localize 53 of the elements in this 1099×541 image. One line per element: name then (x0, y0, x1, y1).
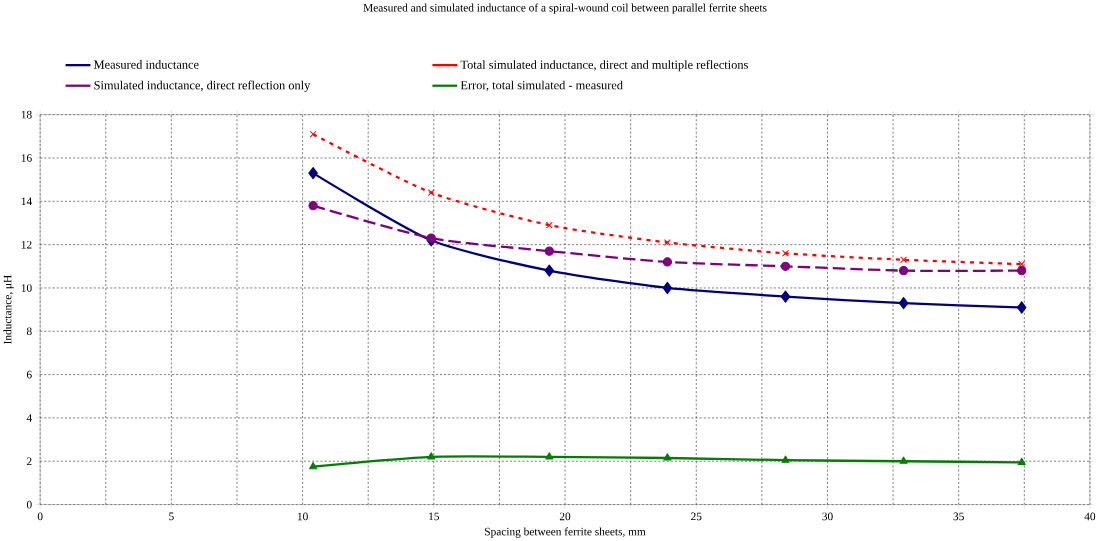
point (662, 281, 673, 295)
y-tick-label: 8 (26, 327, 32, 336)
point (1017, 265, 1027, 276)
x-axis-title: Spacing between ferrite sheets, mm (485, 527, 646, 538)
point (544, 264, 555, 277)
y-tick-label: 16 (21, 154, 32, 162)
legend-label: Total simulated inductance, direct and multiple reflections (460, 59, 748, 72)
point (308, 200, 318, 211)
point (898, 265, 909, 276)
y-tick-label: 6 (26, 370, 32, 379)
x-tick-label: 40 (1084, 512, 1096, 521)
point (780, 290, 791, 303)
point (780, 261, 791, 271)
point (900, 256, 908, 264)
legend-label: Error, total simulated - measured (460, 80, 623, 92)
x-tick-label: 35 (953, 512, 964, 521)
point (1017, 457, 1026, 465)
x-tick-label: 25 (691, 512, 702, 521)
point (898, 296, 909, 310)
point (663, 453, 672, 461)
point (545, 221, 553, 229)
y-tick-label: 14 (21, 197, 32, 205)
y-tick-label: 10 (21, 284, 32, 292)
chart-title: Measured and simulated inductance of a spiral-wound coil between parallel ferrite sheets (363, 3, 767, 14)
point (427, 189, 435, 196)
point (426, 233, 436, 243)
point (663, 238, 671, 246)
y-tick-label: 18 (21, 110, 32, 119)
x-tick-label: 30 (822, 512, 833, 521)
point (427, 452, 436, 460)
x-tick-label: 10 (297, 512, 308, 521)
point (309, 461, 318, 470)
legend-label: Measured inductance (93, 60, 199, 69)
y-tick-label: 12 (21, 240, 32, 249)
point (545, 452, 554, 460)
x-tick-label: 15 (429, 512, 440, 521)
legend-label: Simulated inductance, direct reflection only (94, 80, 311, 92)
point (308, 166, 318, 180)
point (662, 257, 673, 267)
y-tick-label: 2 (26, 457, 32, 465)
x-tick-label: 0 (37, 512, 43, 521)
y-tick-label: 4 (26, 414, 32, 422)
point (309, 130, 317, 138)
point (782, 249, 789, 257)
point (899, 456, 908, 464)
y-axis-title: Inductance, μH (3, 275, 14, 344)
point (544, 246, 554, 256)
y-tick-label: 0 (26, 500, 32, 509)
point (781, 455, 790, 463)
x-tick-label: 20 (559, 512, 571, 521)
point (1018, 260, 1026, 268)
point (1016, 301, 1027, 314)
x-tick-label: 5 (169, 512, 174, 521)
